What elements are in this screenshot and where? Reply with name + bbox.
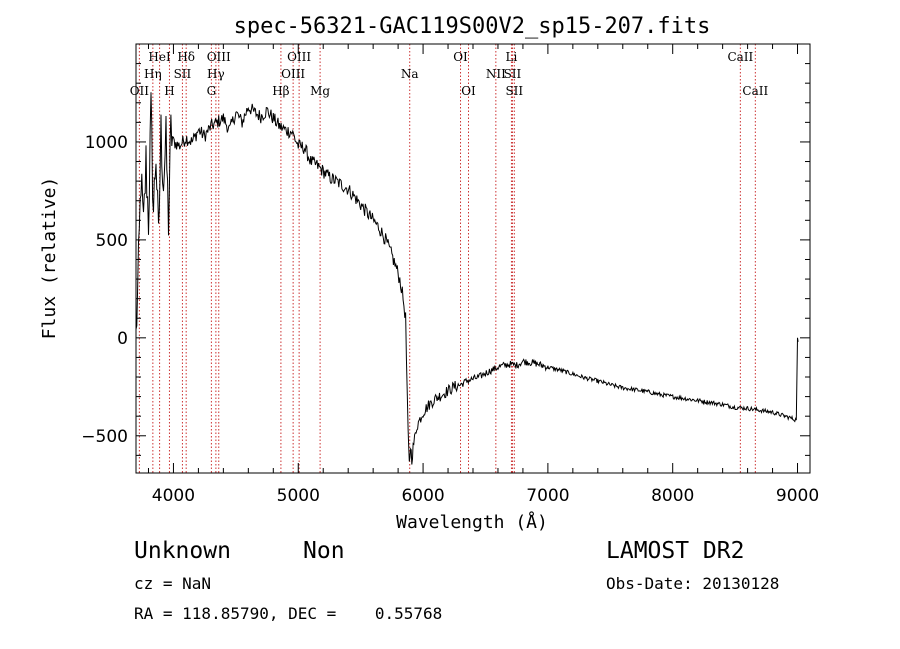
spectral-line-label: Hη <box>144 67 162 81</box>
survey-name: LAMOST DR2 <box>606 538 745 564</box>
spectrum-line-layer <box>135 92 799 465</box>
spectral-line-label: H <box>164 84 174 98</box>
spectral-line-label: CaII <box>742 84 768 98</box>
x-axis-label: Wavelength (Å) <box>396 511 548 533</box>
chart-title: spec-56321-GAC119S00V2_sp15-207.fits <box>234 14 711 39</box>
spectrum-line <box>135 92 799 465</box>
redshift-value: cz = NaN <box>134 574 212 593</box>
spectral-line-label: Hγ <box>207 67 225 81</box>
x-tick-label: 5000 <box>277 486 320 506</box>
y-tick-label: 500 <box>96 231 128 251</box>
spectral-line-label: Hδ <box>177 50 195 64</box>
spectral-line-label: SII <box>505 84 523 98</box>
spectral-line-label: Li <box>506 50 518 64</box>
x-tick-label: 6000 <box>401 486 444 506</box>
spectral-line-label: SII <box>504 67 522 81</box>
spectral-line-label: CaII <box>727 50 753 64</box>
object-subclass: Non <box>303 538 345 564</box>
line-marker-labels: OII Hη HeI H Hδ SII G Hγ OIII Hβ OIII OIII Mg Na OI OI N… <box>130 50 769 98</box>
spectral-line-label: Hβ <box>272 84 289 98</box>
spectral-line-label: OIII <box>287 50 311 64</box>
axis-ticks: 4000 5000 6000 7000 8000 9000 −500 0 500 1000 <box>81 44 819 506</box>
spectral-line-label: Na <box>401 67 419 81</box>
x-tick-label: 8000 <box>651 486 694 506</box>
spectral-line-label: NII <box>486 67 506 81</box>
y-tick-label: −500 <box>81 427 128 447</box>
spectral-line-label: OIII <box>207 50 231 64</box>
y-tick-label: 0 <box>117 329 128 349</box>
spectral-line-markers <box>138 44 756 473</box>
x-tick-label: 4000 <box>152 486 195 506</box>
x-tick-label: 7000 <box>526 486 569 506</box>
spectral-line-label: HeI <box>148 50 171 64</box>
spectral-line-label: OI <box>453 50 468 64</box>
spectral-line-label: G <box>207 84 217 98</box>
spectral-line-label: OII <box>130 84 150 98</box>
object-class: Unknown <box>134 538 231 564</box>
coordinates: RA = 118.85790, DEC = 0.55768 <box>134 604 443 623</box>
spectral-line-label: Mg <box>310 84 330 98</box>
y-tick-label: 1000 <box>85 133 128 153</box>
x-tick-label: 9000 <box>776 486 819 506</box>
y-axis-label: Flux (relative) <box>39 177 60 340</box>
spectral-line-label: OIII <box>281 67 305 81</box>
spectral-line-label: OI <box>461 84 476 98</box>
spectral-line-label: SII <box>174 67 192 81</box>
plot-frame <box>135 43 811 474</box>
obs-date: Obs-Date: 20130128 <box>606 574 780 593</box>
